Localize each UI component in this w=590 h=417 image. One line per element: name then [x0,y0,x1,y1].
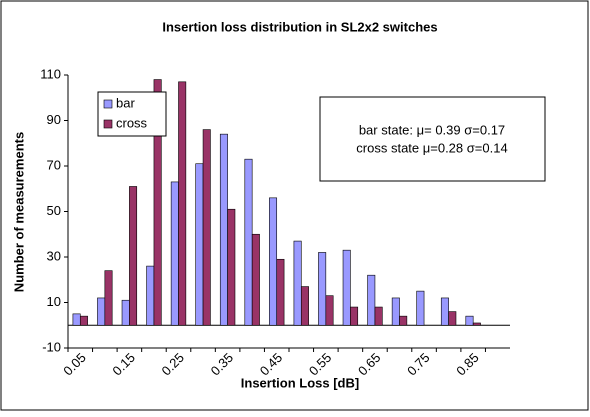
y-axis-label: Number of measurements [11,132,26,292]
bar [440,297,449,326]
legend-box [97,91,167,137]
bar [350,306,359,326]
y-tick-label: 50 [47,203,61,218]
bar [300,286,309,326]
bar [472,322,481,326]
bar [367,274,376,326]
y-tick-label: 30 [47,248,61,263]
annotation-box [319,96,546,182]
y-tick-label: -10 [42,339,61,354]
legend-label: bar [116,95,135,110]
bar [244,158,253,326]
y-tick-label: 10 [47,294,61,309]
bar [121,299,130,326]
legend-swatch [103,99,113,109]
bar [202,129,211,326]
bar [416,290,425,326]
annotation: cross state μ=0.28 σ=0.14 [356,140,507,155]
bar [276,258,285,326]
bar [325,295,334,326]
legend-swatch [103,119,113,129]
bar [448,311,457,326]
bar [374,306,383,326]
bar [342,249,351,326]
bar [178,81,187,326]
bar [153,79,162,326]
bar [146,265,155,326]
bar [129,186,138,326]
bar [227,208,236,326]
bar [465,315,474,326]
y-tick-label: 110 [40,66,61,81]
bar [104,270,113,326]
bar [318,252,327,326]
annotation: bar state: μ= 0.39 σ=0.17 [359,122,505,137]
bar [72,313,81,326]
y-tick-label: 70 [47,157,61,172]
bar [195,163,204,326]
legend-label: cross [116,115,148,130]
bar [251,233,260,326]
x-axis-label: Insertion Loss [dB] [241,375,359,390]
bar [219,133,228,326]
chart-title: Insertion loss distribution in SL2x2 swi… [162,19,437,34]
bar [269,197,278,326]
bar [170,181,179,326]
bar [399,315,408,326]
y-tick-label: 90 [47,112,61,127]
bar [391,297,400,326]
bar [79,315,88,326]
bar [293,240,302,326]
bar [97,297,106,326]
